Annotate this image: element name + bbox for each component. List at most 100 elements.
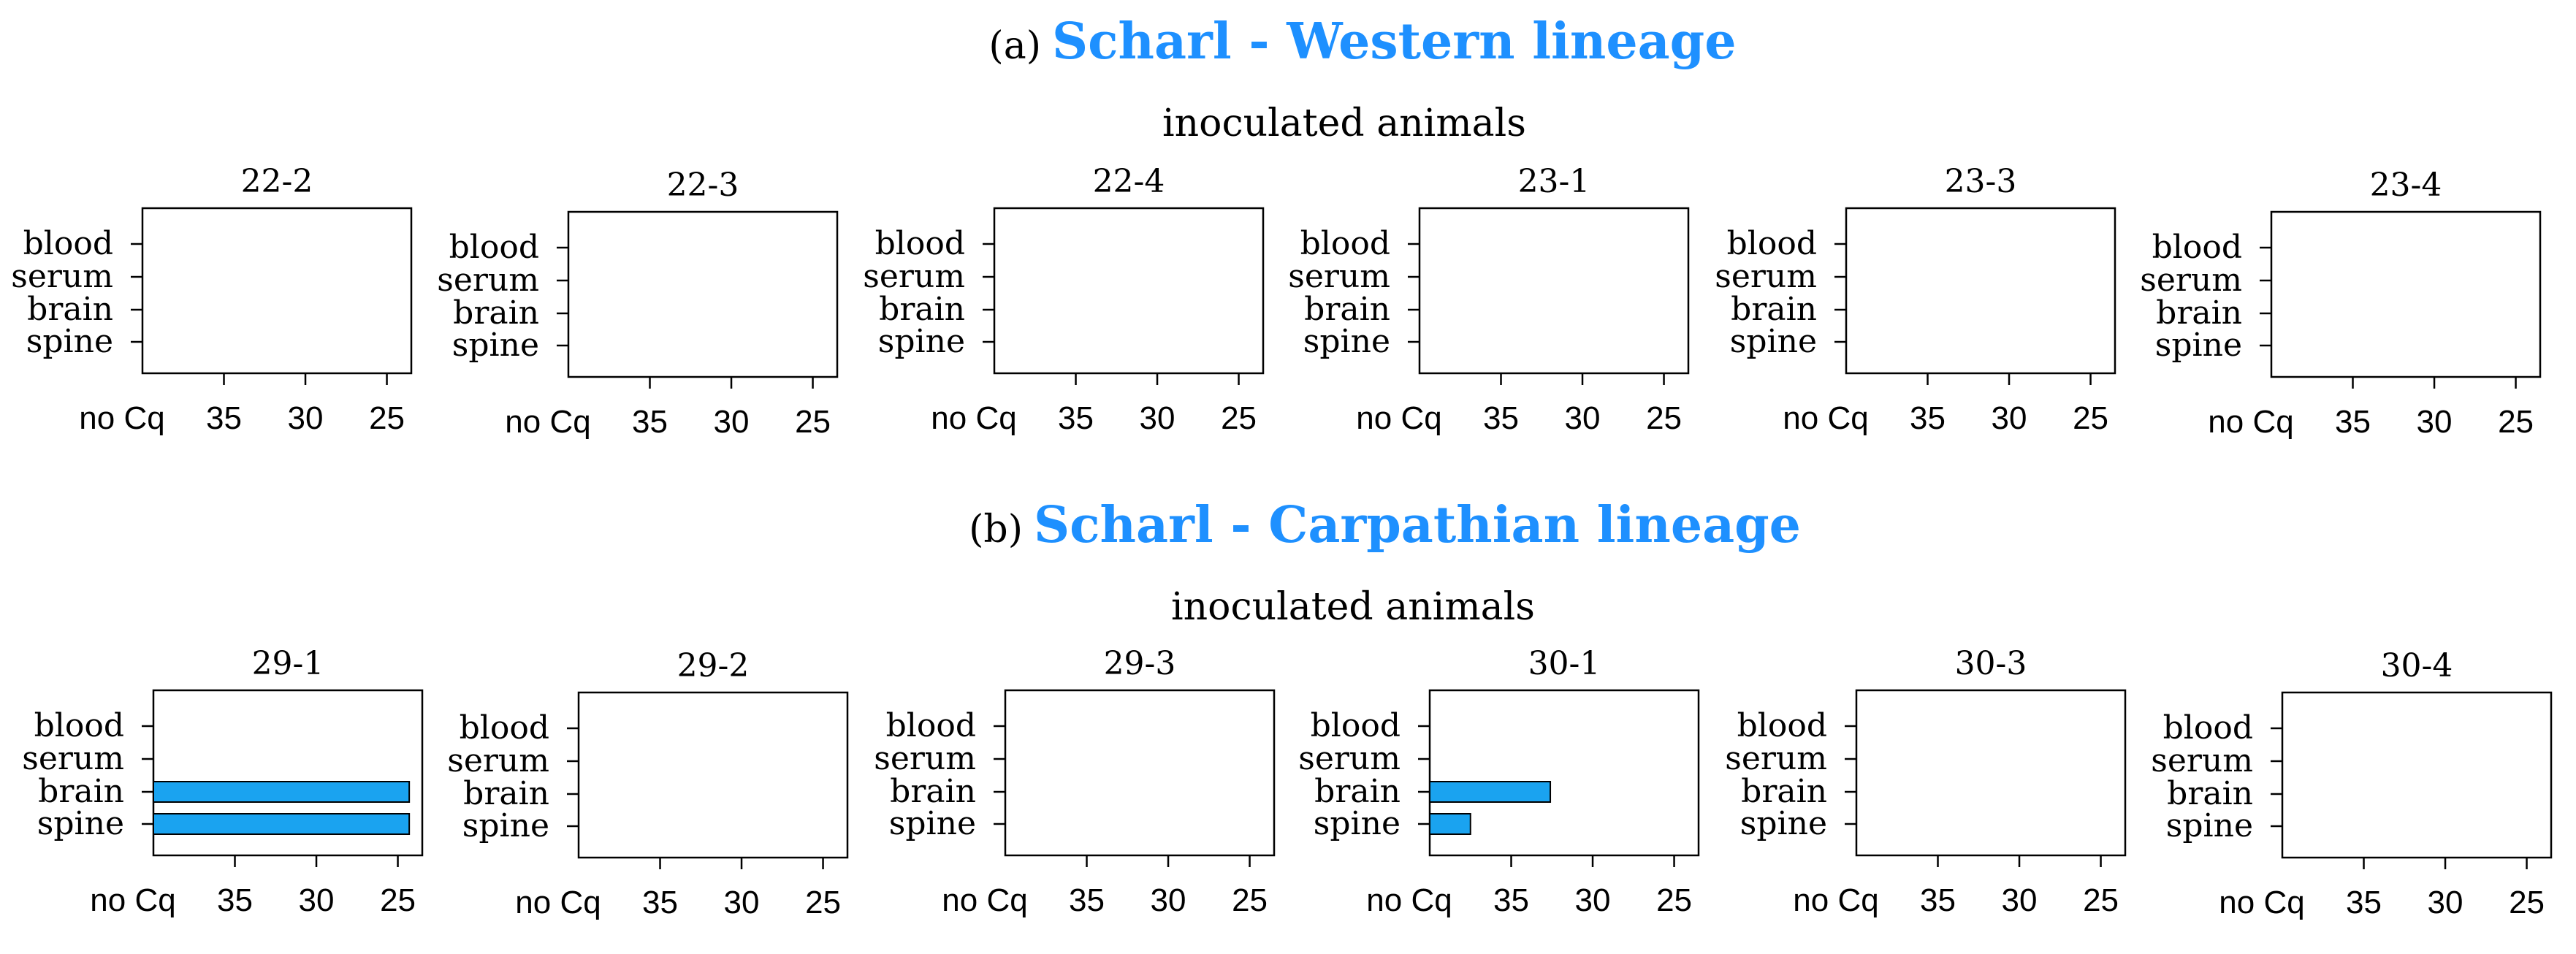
x-tick-label: 30: [1992, 400, 2027, 436]
x-tick-label: 35: [1910, 400, 1946, 436]
y-tick-label-brain: brain: [1741, 773, 1827, 810]
y-tick-label-spine: spine: [26, 323, 113, 360]
x-tick-label: 25: [2509, 885, 2545, 920]
section-b-label: (b): [969, 508, 1023, 552]
plot-frame: [1418, 207, 1690, 375]
y-tick-label-blood: blood: [1737, 707, 1827, 744]
plot-frame: [993, 207, 1265, 375]
y-tick-label-blood: blood: [2152, 229, 2242, 266]
y-tick-label-serum: serum: [11, 258, 113, 295]
x-tick-label: no Cq: [1356, 400, 1441, 436]
x-tick-label: no Cq: [931, 400, 1016, 436]
x-tick-label: 30: [724, 885, 760, 920]
plot-frame: [141, 207, 413, 375]
x-tick-label: 35: [2346, 885, 2382, 920]
chart-title: 30-1: [1528, 645, 1601, 682]
chart-title: 23-1: [1518, 163, 1590, 200]
plot-frame: [2270, 210, 2542, 378]
y-tick-label-brain: brain: [890, 773, 976, 810]
y-tick-label-serum: serum: [1288, 258, 1390, 295]
y-tick-label-spine: spine: [1303, 323, 1390, 360]
x-tick-label: no Cq: [505, 404, 590, 440]
chart-title: 22-4: [1093, 163, 1165, 200]
y-tick-label-blood: blood: [886, 707, 976, 744]
plot-frame: [152, 689, 424, 857]
y-tick-label-serum: serum: [2140, 262, 2242, 299]
x-tick-label: 30: [2002, 882, 2038, 918]
x-tick-label: no Cq: [1366, 882, 1452, 918]
y-tick-label-brain: brain: [2156, 294, 2242, 332]
chart-title: 22-3: [667, 167, 739, 204]
x-tick-label: 35: [2335, 404, 2371, 440]
y-tick-label-spine: spine: [1730, 323, 1817, 360]
y-tick-label-blood: blood: [34, 707, 124, 744]
x-tick-label: 35: [1058, 400, 1094, 436]
x-tick-label: 35: [632, 404, 668, 440]
y-tick-label-serum: serum: [447, 742, 549, 779]
y-tick-label-blood: blood: [1727, 225, 1817, 262]
x-tick-label: 30: [2428, 885, 2463, 920]
bar-brain: [153, 781, 411, 803]
x-tick-label: no Cq: [2208, 404, 2293, 440]
x-tick-label: 35: [1483, 400, 1519, 436]
y-tick-label-serum: serum: [1715, 258, 1817, 295]
chart-title: 29-3: [1104, 645, 1176, 682]
y-tick-label-spine: spine: [889, 805, 976, 842]
x-tick-label: 35: [642, 885, 678, 920]
y-tick-label-brain: brain: [1314, 773, 1401, 810]
x-tick-label: no Cq: [515, 885, 601, 920]
y-tick-label-serum: serum: [1725, 740, 1827, 777]
x-tick-label: 25: [369, 400, 405, 436]
y-tick-label-brain: brain: [2167, 775, 2253, 812]
y-tick-label-brain: brain: [1731, 291, 1817, 328]
section-a-label: (a): [988, 24, 1041, 68]
x-tick-label: 30: [1140, 400, 1175, 436]
x-tick-label: 30: [1565, 400, 1601, 436]
y-tick-label-spine: spine: [1314, 805, 1401, 842]
x-tick-label: 30: [2417, 404, 2453, 440]
y-tick-label-blood: blood: [449, 229, 539, 266]
plot-frame: [2281, 691, 2553, 859]
x-tick-label: 30: [288, 400, 324, 436]
plot-frame: [1004, 689, 1276, 857]
x-tick-label: no Cq: [79, 400, 164, 436]
y-tick-label-brain: brain: [27, 291, 113, 328]
x-tick-label: 30: [1151, 882, 1186, 918]
y-tick-label-blood: blood: [460, 709, 549, 747]
x-tick-label: 25: [795, 404, 831, 440]
chart-title: 29-2: [677, 647, 750, 684]
y-tick-label-serum: serum: [874, 740, 976, 777]
x-tick-label: 35: [217, 882, 253, 918]
chart-title: 23-4: [2370, 167, 2442, 204]
x-tick-label: 30: [1575, 882, 1611, 918]
bar-spine: [153, 813, 411, 835]
x-tick-label: no Cq: [1793, 882, 1878, 918]
y-tick-label-brain: brain: [463, 775, 549, 812]
x-tick-label: no Cq: [942, 882, 1027, 918]
x-tick-label: 35: [1920, 882, 1956, 918]
x-tick-label: no Cq: [90, 882, 175, 918]
chart-title: 23-3: [1945, 163, 2017, 200]
y-tick-label-spine: spine: [452, 327, 539, 364]
y-tick-label-serum: serum: [437, 262, 539, 299]
x-tick-label: no Cq: [1783, 400, 1868, 436]
y-tick-label-blood: blood: [1311, 707, 1401, 744]
bar-spine: [1429, 813, 1471, 835]
x-tick-label: 25: [2498, 404, 2534, 440]
section-b-title: Scharl - Carpathian lineage: [1034, 496, 1801, 554]
section-b-subtitle: inoculated animals: [1171, 585, 1535, 629]
x-tick-label: 30: [714, 404, 750, 440]
section-a-subtitle: inoculated animals: [1162, 102, 1526, 145]
y-tick-label-spine: spine: [37, 805, 124, 842]
chart-title: 29-1: [252, 645, 324, 682]
y-tick-label-spine: spine: [2166, 807, 2253, 844]
chart-title: 22-2: [241, 163, 313, 200]
x-tick-label: 25: [2083, 882, 2119, 918]
